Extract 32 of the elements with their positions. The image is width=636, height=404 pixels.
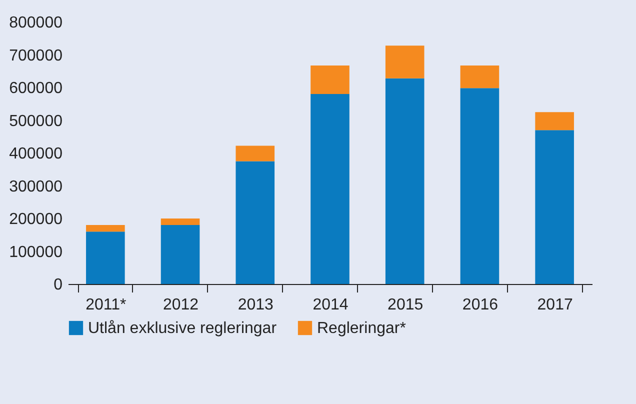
bar bbox=[86, 225, 125, 232]
bar bbox=[86, 232, 125, 284]
bar bbox=[535, 130, 574, 284]
bar bbox=[310, 66, 350, 94]
legend-label: Regleringar* bbox=[317, 320, 406, 337]
y-tick-label: 0 bbox=[54, 276, 63, 294]
legend-label: Utlån exklusive regleringar bbox=[88, 320, 278, 337]
bar bbox=[160, 218, 200, 226]
bar bbox=[160, 225, 200, 284]
y-tick-label: 200000 bbox=[9, 211, 63, 228]
x-tick-label: 2014 bbox=[312, 296, 348, 314]
bar bbox=[385, 78, 424, 284]
bar bbox=[236, 161, 275, 284]
y-tick-label: 300000 bbox=[9, 178, 63, 196]
bar bbox=[385, 46, 424, 78]
x-tick-label: 2015 bbox=[388, 296, 424, 314]
y-tick-label: 600000 bbox=[9, 80, 63, 97]
y-tick-label: 500000 bbox=[9, 112, 63, 130]
x-tick-label: 2016 bbox=[462, 296, 498, 314]
x-tick-label: 2012 bbox=[162, 296, 199, 314]
bar bbox=[310, 94, 350, 284]
x-tick-label: 2011* bbox=[86, 296, 126, 314]
bar bbox=[236, 146, 275, 162]
bar bbox=[460, 66, 500, 88]
y-tick-label: 800000 bbox=[9, 14, 63, 32]
bar bbox=[535, 112, 574, 130]
x-tick-label: 2013 bbox=[238, 296, 274, 314]
y-tick-label: 400000 bbox=[9, 146, 63, 162]
x-tick-label: 2017 bbox=[537, 296, 573, 314]
bar bbox=[460, 88, 500, 284]
y-tick-label: 100000 bbox=[9, 244, 63, 261]
y-tick-label: 700000 bbox=[9, 47, 63, 64]
